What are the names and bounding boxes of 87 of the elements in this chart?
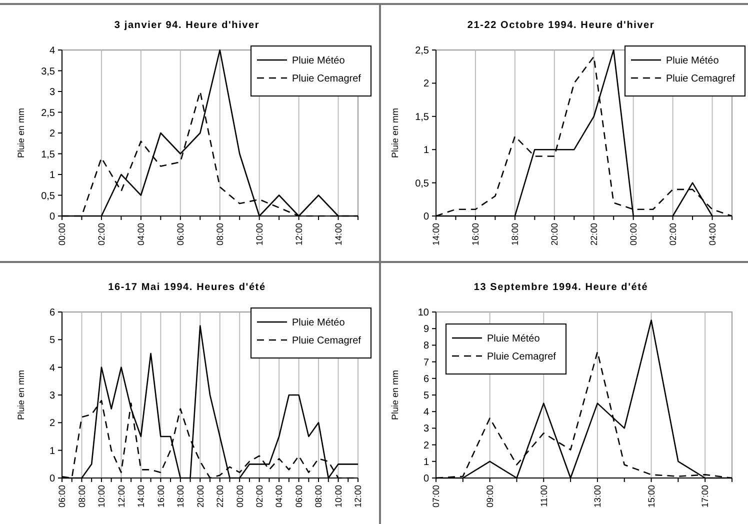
y-tick-label: 2 <box>49 418 56 430</box>
legend-label: Pluie Météo <box>487 334 540 344</box>
legend-label: Pluie Cemagref <box>292 74 362 84</box>
x-tick-label: 11:00 <box>538 485 549 507</box>
y-tick-label: 6 <box>423 374 430 385</box>
x-tick-label: 14:00 <box>333 223 344 246</box>
x-tick-label: 17:00 <box>700 485 710 508</box>
y-tick-label: 0 <box>423 474 430 484</box>
legend-label: Pluie Météo <box>292 318 346 328</box>
x-tick-label: 12:00 <box>353 485 364 508</box>
x-tick-label: 22:00 <box>215 485 226 508</box>
y-tick-label: 2,5 <box>415 46 430 56</box>
x-tick-label: 07:00 <box>431 485 442 508</box>
x-tick-label: 06:00 <box>176 223 186 246</box>
x-tick-label: 10:00 <box>96 485 107 508</box>
y-tick-label: 2,5 <box>41 108 56 119</box>
x-tick-label: 09:00 <box>484 485 495 508</box>
y-tick-label: 3 <box>49 87 56 98</box>
x-tick-label: 00:00 <box>57 223 68 246</box>
x-tick-label: 20:00 <box>550 223 560 246</box>
y-tick-label: 5 <box>423 390 430 402</box>
legend-label: Pluie Cemagref <box>666 74 736 84</box>
y-tick-label: 1 <box>49 170 56 181</box>
x-tick-label: 13:00 <box>592 485 603 508</box>
y-tick-label: 4 <box>49 362 56 374</box>
x-tick-label: 12:00 <box>116 485 126 508</box>
chart-title: 16-17 Mai 1994. Heures d'été <box>108 282 266 293</box>
y-tick-label: 3,5 <box>41 66 56 78</box>
y-axis-title: Pluie en mm <box>390 108 400 158</box>
y-tick-label: 2 <box>423 440 430 452</box>
y-tick-label: 5 <box>49 335 56 346</box>
y-tick-label: 0,5 <box>415 178 430 190</box>
y-tick-label: 9 <box>423 324 430 336</box>
y-tick-label: 2 <box>49 128 56 140</box>
y-tick-label: 0 <box>49 212 56 222</box>
x-tick-label: 16:00 <box>470 223 481 246</box>
y-tick-label: 4 <box>423 407 430 418</box>
x-tick-label: 22:00 <box>589 223 600 246</box>
chart-title: 3 janvier 94. Heure d'hiver <box>114 20 260 31</box>
x-tick-label: 12:00 <box>294 223 304 246</box>
y-tick-label: 3 <box>49 390 56 402</box>
y-tick-label: 1 <box>423 456 430 468</box>
y-tick-label: 1 <box>423 145 430 156</box>
chart-title: 21-22 Octobre 1994. Heure d'hiver <box>467 20 655 31</box>
x-tick-label: 04:00 <box>274 485 284 508</box>
x-tick-label: 00:00 <box>234 485 245 508</box>
y-axis-title: Pluie en mm <box>16 370 26 420</box>
chart-title: 13 Septembre 1994. Heure d'été <box>474 282 648 293</box>
legend-label: Pluie Météo <box>292 56 346 66</box>
y-axis-title: Pluie en mm <box>390 370 400 420</box>
x-tick-label: 08:00 <box>76 485 87 508</box>
y-axis-title: Pluie en mm <box>16 108 26 158</box>
y-tick-label: 4 <box>49 46 56 56</box>
x-tick-label: 02:00 <box>668 223 678 246</box>
x-tick-label: 10:00 <box>254 223 264 246</box>
x-tick-label: 10:00 <box>333 485 344 508</box>
x-tick-label: 14:00 <box>136 485 146 508</box>
x-tick-label: 02:00 <box>254 485 264 508</box>
y-tick-label: 2 <box>423 78 430 90</box>
x-tick-label: 06:00 <box>294 485 304 508</box>
x-tick-label: 04:00 <box>136 223 146 246</box>
y-tick-label: 7 <box>423 357 430 368</box>
y-tick-label: 6 <box>49 308 56 318</box>
x-tick-label: 18:00 <box>176 485 186 508</box>
y-tick-label: 0 <box>49 474 56 484</box>
y-tick-label: 10 <box>418 308 430 318</box>
y-tick-label: 0,5 <box>41 190 56 202</box>
y-tick-label: 1 <box>49 446 56 457</box>
y-tick-label: 8 <box>423 340 430 352</box>
legend-label: Pluie Cemagref <box>292 336 362 346</box>
y-tick-label: 0 <box>423 212 430 222</box>
x-tick-label: 08:00 <box>215 223 226 246</box>
x-tick-label: 20:00 <box>195 485 206 508</box>
y-tick-label: 1,5 <box>415 112 430 123</box>
x-tick-label: 16:00 <box>156 485 166 508</box>
legend-label: Pluie Météo <box>666 56 720 66</box>
y-tick-label: 3 <box>423 424 430 435</box>
x-tick-label: 08:00 <box>314 485 324 508</box>
x-tick-label: 15:00 <box>646 485 656 508</box>
legend-label: Pluie Cemagref <box>487 352 556 362</box>
x-tick-label: 00:00 <box>628 223 638 246</box>
x-tick-label: 18:00 <box>510 223 520 246</box>
x-tick-label: 06:00 <box>57 485 68 508</box>
y-tick-label: 1,5 <box>41 149 56 160</box>
x-tick-label: 14:00 <box>431 223 442 246</box>
x-tick-label: 04:00 <box>707 223 718 246</box>
x-tick-label: 02:00 <box>96 223 107 246</box>
